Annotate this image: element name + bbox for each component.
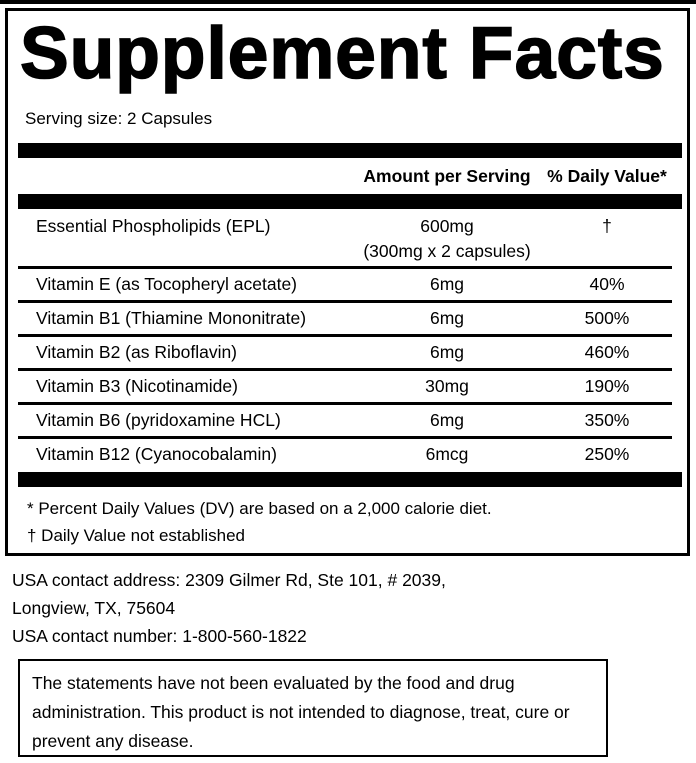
nutrient-daily-value: 350% [584,410,630,430]
nutrient-daily-value: 500% [584,308,630,328]
serving-size-text: Serving size: 2 Capsules [25,109,213,128]
nutrient-row-vitamin-e: Vitamin E (as Tocopheryl acetate) 6mg 40… [18,269,682,300]
nutrient-daily-value: 40% [589,274,625,294]
nutrient-amount-value: 600mg [420,216,474,236]
thick-divider-header [18,194,682,209]
nutrient-daily-value: 190% [584,376,630,396]
row-separator [18,368,672,371]
disclaimer-box: The statements have not been evaluated b… [18,659,608,757]
nutrient-row-epl: Essential Phospholipids (EPL) 600mg (300… [18,209,682,266]
contact-address-line1: USA contact address: 2309 Gilmer Rd, Ste… [12,570,446,590]
nutrient-amount: 6mg [429,410,465,430]
nutrient-amount: 30mg [425,376,469,396]
nutrient-row-vitamin-b3: Vitamin B3 (Nicotinamide) 30mg 190% [18,371,682,402]
footnote-daily-values: * Percent Daily Values (DV) are based on… [27,499,492,518]
nutrient-row-vitamin-b12: Vitamin B12 (Cyanocobalamin) 6mcg 250% [18,439,682,470]
nutrient-name: Vitamin B3 (Nicotinamide) [36,376,238,396]
contact-block: USA contact address: 2309 Gilmer Rd, Ste… [12,566,684,650]
nutrient-daily-value: 250% [584,444,630,464]
row-separator [18,300,672,303]
nutrient-name: Vitamin B12 (Cyanocobalamin) [36,444,277,464]
nutrient-row-vitamin-b6: Vitamin B6 (pyridoxamine HCL) 6mg 350% [18,405,682,436]
nutrient-name: Vitamin E (as Tocopheryl acetate) [36,274,298,294]
supplement-facts-panel: Supplement Facts Serving size: 2 Capsule… [5,8,690,556]
row-separator [18,436,672,439]
nutrient-row-vitamin-b2: Vitamin B2 (as Riboflavin) 6mg 460% [18,337,682,368]
daily-value-column-header: % Daily Value* [547,165,667,186]
footnotes: * Percent Daily Values (DV) are based on… [18,495,682,549]
row-separator [18,334,672,337]
contact-address-line2: Longview, TX, 75604 [12,598,176,618]
footnote-dagger: † Daily Value not established [27,526,245,545]
column-header-row: Amount per Serving % Daily Value* [18,158,682,194]
nutrient-row-vitamin-b1: Vitamin B1 (Thiamine Mononitrate) 6mg 50… [18,303,682,334]
nutrient-amount: 6mcg [425,444,469,464]
nutrient-name: Vitamin B2 (as Riboflavin) [36,342,238,362]
nutrient-name: Essential Phospholipids (EPL) [36,216,271,236]
nutrient-amount: 600mg (300mg x 2 capsules) [362,214,532,264]
contact-phone: USA contact number: 1-800-560-1822 [12,626,307,646]
row-separator [18,266,672,269]
thick-divider-top [18,143,682,158]
nutrient-amount: 6mg [429,308,465,328]
nutrient-daily-value: † [602,216,612,236]
nutrient-name: Vitamin B1 (Thiamine Mononitrate) [36,308,307,328]
amount-column-header: Amount per Serving [363,165,531,186]
disclaimer-text: The statements have not been evaluated b… [32,673,570,751]
nutrient-amount: 6mg [429,342,465,362]
top-edge-bar [0,0,696,4]
row-separator [18,402,672,405]
nutrient-amount-note: (300mg x 2 capsules) [363,241,531,261]
nutrient-name: Vitamin B6 (pyridoxamine HCL) [36,410,281,430]
panel-title: Supplement Facts [19,13,665,94]
nutrient-daily-value: 460% [584,342,630,362]
thick-divider-bottom [18,472,682,487]
nutrient-amount: 6mg [429,274,465,294]
